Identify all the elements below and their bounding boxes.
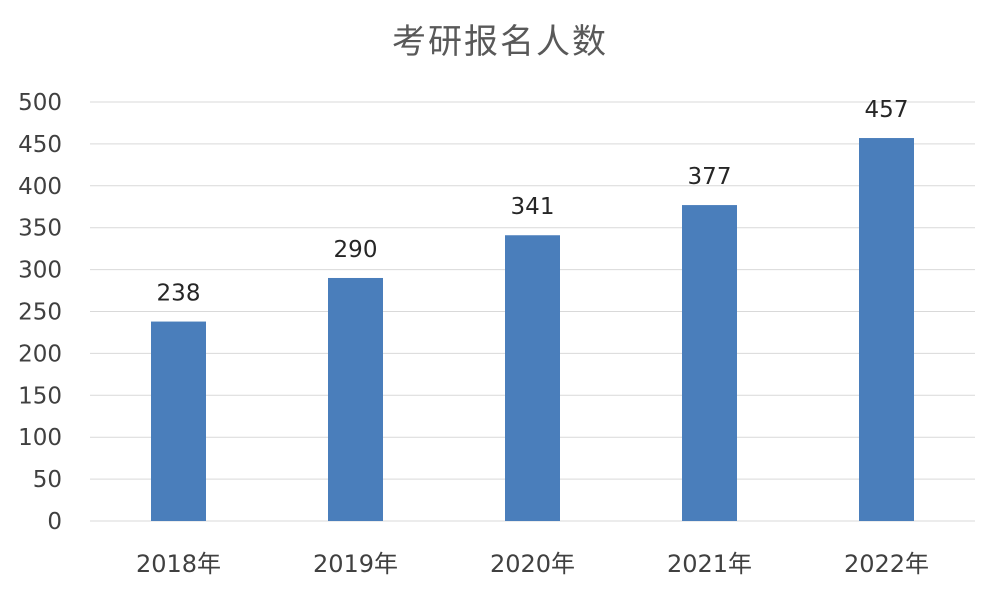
y-axis-tick-labels: 0 50 100 150 200 250 300 350 400 450 500 — [18, 90, 62, 535]
x-tick-label: 2018年 — [136, 550, 221, 578]
bar — [151, 321, 206, 521]
y-tick-label: 250 — [18, 300, 62, 326]
x-tick-label: 2019年 — [313, 550, 398, 578]
bar — [859, 138, 914, 521]
x-axis-tick-labels: 2018年 2019年 2020年 2021年 2022年 — [136, 550, 929, 578]
data-label: 290 — [334, 237, 378, 263]
y-tick-label: 350 — [18, 216, 62, 242]
y-tick-label: 100 — [18, 425, 62, 451]
data-label: 238 — [157, 281, 201, 307]
data-label: 341 — [511, 194, 555, 220]
data-labels: 238 290 341 377 457 — [157, 97, 909, 307]
y-tick-label: 300 — [18, 258, 62, 284]
y-tick-label: 450 — [18, 132, 62, 158]
y-tick-label: 50 — [33, 467, 62, 493]
bars — [151, 138, 914, 521]
data-label: 377 — [688, 164, 732, 190]
x-tick-label: 2021年 — [667, 550, 752, 578]
chart-title: 考研报名人数 — [392, 22, 608, 62]
bar — [682, 205, 737, 521]
y-tick-label: 200 — [18, 341, 62, 367]
x-tick-label: 2020年 — [490, 550, 575, 578]
data-label: 457 — [865, 97, 909, 123]
bar — [328, 277, 383, 521]
x-tick-label: 2022年 — [844, 550, 929, 578]
y-tick-label: 150 — [18, 383, 62, 409]
y-tick-label: 0 — [47, 509, 62, 535]
bar — [505, 235, 560, 521]
y-tick-label: 500 — [18, 90, 62, 116]
y-tick-label: 400 — [18, 174, 62, 200]
